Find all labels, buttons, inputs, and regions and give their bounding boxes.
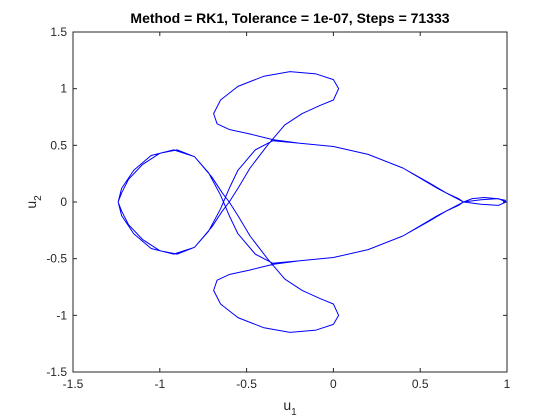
y-axis-label-main: u [23,201,39,209]
y-tick-label: 1.5 [50,25,67,39]
series-layer [117,71,507,333]
x-tick-label: -1.5 [63,377,84,391]
plot-area [72,31,508,373]
y-axis-label-group: u2 [23,195,44,209]
y-tick-label: 0.5 [50,138,67,152]
x-axis-label-main: u [283,397,291,413]
x-tick-label: 0 [330,377,337,391]
y-axis-label: u2 [23,195,44,209]
x-axis-label: u1 [283,397,297,418]
x-tick-label: -0.5 [236,377,257,391]
x-tick-label: 1 [504,377,511,391]
y-tick-label: -1 [56,308,67,322]
y-tick-labels: -1.5 -1 -0.5 0 0.5 1 1.5 [46,25,67,379]
axis-ticks [72,31,508,373]
x-tick-labels: -1.5 -1 -0.5 0 0.5 1 [63,377,511,391]
x-tick-label: -1 [154,377,165,391]
series-line-1 [117,71,507,333]
y-tick-label: -0.5 [46,252,67,266]
y-tick-label: -1.5 [46,365,67,379]
x-axis-label-subscript: 1 [291,407,297,418]
y-tick-label: 1 [60,82,67,96]
x-tick-label: 0.5 [412,377,429,391]
chart-title: Method = RK1, Tolerance = 1e-07, Steps =… [130,10,449,26]
y-axis-label-subscript: 2 [33,195,44,201]
y-tick-label: 0 [60,195,67,209]
